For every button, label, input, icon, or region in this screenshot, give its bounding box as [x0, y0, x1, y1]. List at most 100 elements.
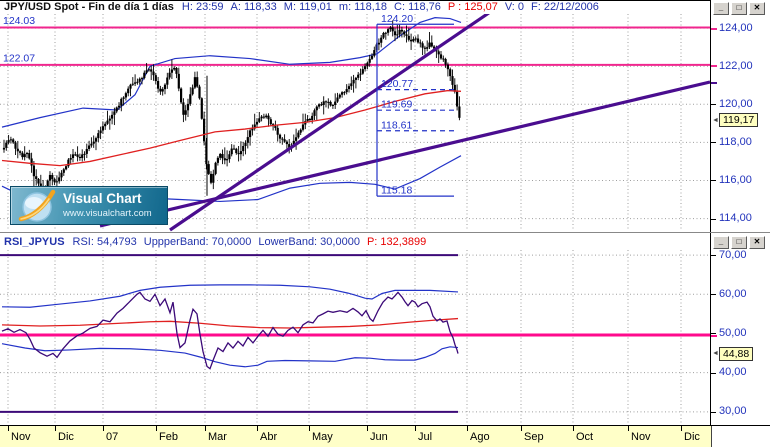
last-value-tag: ◄ 44,88: [712, 346, 754, 361]
price-header-field-4: C: 118,76: [394, 1, 441, 13]
fib-label-4: 115.18: [381, 185, 412, 197]
price-header-field-2: M: 119,01: [283, 1, 332, 13]
x-axis-month-label: Ago: [470, 431, 490, 443]
fib-label-3: 118.61: [381, 119, 412, 131]
x-axis-tick: [55, 426, 56, 431]
minimize-button[interactable]: _: [713, 236, 729, 249]
fibonacci-retracement: 124.20 120.77 119.69 118.61 115.18: [376, 14, 454, 197]
x-axis-month-label: May: [312, 431, 333, 443]
price-chart-plot-area[interactable]: 124.03 122.07 124.20 120.77 119.69 118.61 115.…: [0, 14, 710, 232]
y-axis-label: 122,00: [719, 59, 753, 72]
rsi-panel-window-buttons: _ □ ✕: [713, 236, 765, 249]
resistance-label-1: 122.07: [3, 52, 35, 64]
x-axis-month-label: Dic: [58, 431, 74, 443]
x-axis-tick: [205, 426, 206, 431]
indicator-axis-tick: [711, 82, 717, 84]
x-axis-month-label: Nov: [11, 431, 31, 443]
rsi-lower-band: [1, 343, 459, 368]
x-axis-month-label: Nov: [631, 431, 651, 443]
x-axis-tick: [309, 426, 310, 431]
rsi-header-field-2: LowerBand: 30,0000: [258, 236, 360, 248]
x-axis-tick: [367, 426, 368, 431]
rsi-header-field-0: RSI: 54,4793: [72, 236, 137, 248]
fib-label-1: 120.77: [381, 78, 413, 90]
price-header-field-0: H: 23:59: [181, 1, 224, 13]
price-header-field-5: P : 125,07: [447, 1, 498, 13]
logo-title: Visual Chart: [63, 191, 142, 206]
x-axis-tick: [573, 426, 574, 431]
x-axis-month-label: Sep: [524, 431, 544, 443]
x-axis-tick: [8, 426, 9, 431]
rsi-y-axis: 70,00 60,00 50,00 40,00 30,00 ◄ 44,88: [710, 233, 770, 425]
x-axis-tick: [628, 426, 629, 431]
visual-chart-logo-graphic: [18, 189, 56, 222]
rsi-header-field-1: UppperBand: 70,0000: [143, 236, 252, 248]
fib-label-0: 124.20: [381, 14, 413, 25]
minimize-button[interactable]: _: [713, 2, 729, 15]
price-y-axis: 124,00 122,00 120,00 118,00 116,00 114,00 ◄ 119…: [710, 0, 770, 233]
price-panel-window-buttons: _ □ ✕: [713, 2, 765, 15]
x-axis-month-label: Dic: [684, 431, 700, 443]
rsi-chart-plot-area[interactable]: [0, 250, 710, 425]
axis-corner-box: [711, 426, 770, 447]
y-axis-tick: [711, 218, 716, 220]
x-axis-month-label: Oct: [576, 431, 594, 443]
rsi-title: RSI_JPYUS: [4, 236, 65, 248]
y-axis-label: 70,00: [719, 248, 747, 261]
last-value-box: 44,88: [718, 346, 754, 361]
x-axis-tick: [681, 426, 682, 431]
last-value-arrow: ◄: [712, 350, 719, 358]
close-button[interactable]: ✕: [749, 2, 765, 15]
upper-bollinger-band: [1, 17, 462, 128]
x-axis-month-label: Feb: [159, 431, 178, 443]
y-axis-label: 114,00: [719, 212, 752, 225]
x-axis-month-label: Jul: [418, 431, 433, 443]
instrument-title: JPY/USD Spot - Fin de día 1 días: [4, 1, 174, 13]
y-axis-label: 40,00: [719, 366, 747, 379]
window-top-border: [0, 0, 770, 1]
maximize-button[interactable]: □: [731, 236, 747, 249]
price-header-field-7: F: 22/12/2006: [531, 1, 599, 13]
y-axis-tick: [711, 255, 716, 257]
trendline-shallow: [99, 80, 710, 228]
y-axis-tick: [711, 142, 716, 144]
close-button[interactable]: ✕: [749, 236, 765, 249]
rsi-average-line: [1, 317, 459, 329]
rsi-panel-header: RSI_JPYUS RSI: 54,4793 UppperBand: 70,0000…: [4, 236, 710, 249]
x-axis-tick: [521, 426, 522, 431]
x-axis-tick: [257, 426, 258, 431]
x-axis-tick: [467, 426, 468, 431]
y-axis-tick: [711, 104, 716, 106]
price-header-field-6: V: 0: [504, 1, 525, 13]
logo-url: www.visualchart.com: [63, 208, 152, 219]
visual-chart-logo: Visual Chart www.visualchart.com: [10, 186, 168, 225]
y-axis-label: 50,00: [719, 326, 747, 339]
x-axis-tick: [156, 426, 157, 431]
y-axis-tick: [711, 333, 716, 335]
time-x-axis: Nov Dic 07 Feb Mar Abr May Jun Jul Ago Sep Oct Nov Di…: [0, 425, 770, 447]
y-axis-label: 120,00: [719, 97, 753, 110]
rsi-upper-band: [1, 284, 459, 308]
y-axis-tick: [711, 411, 716, 413]
y-axis-tick: [711, 372, 716, 374]
y-axis-label: 124,00: [719, 21, 753, 34]
price-header-field-1: A: 118,33: [230, 1, 277, 13]
y-axis-label: 60,00: [719, 287, 747, 300]
indicator-axis-tick: [711, 27, 717, 30]
x-axis-month-label: Mar: [208, 431, 227, 443]
x-axis-month-label: Jun: [370, 431, 388, 443]
x-axis-tick: [415, 426, 416, 431]
maximize-button[interactable]: □: [731, 2, 747, 15]
indicator-axis-tick: [711, 335, 717, 338]
rsi-header-field-3: P: 132,3899: [366, 236, 427, 248]
y-axis-label: 116,00: [719, 173, 752, 186]
indicator-axis-tick: [711, 64, 717, 67]
fib-label-2: 119.69: [381, 99, 412, 111]
y-axis-tick: [711, 294, 716, 296]
candlesticks: [2, 20, 461, 197]
moving-average-line: [1, 89, 462, 167]
y-axis-label: 30,00: [719, 405, 747, 418]
last-value-arrow: ◄: [712, 116, 719, 124]
panel-separator[interactable]: [0, 232, 770, 233]
